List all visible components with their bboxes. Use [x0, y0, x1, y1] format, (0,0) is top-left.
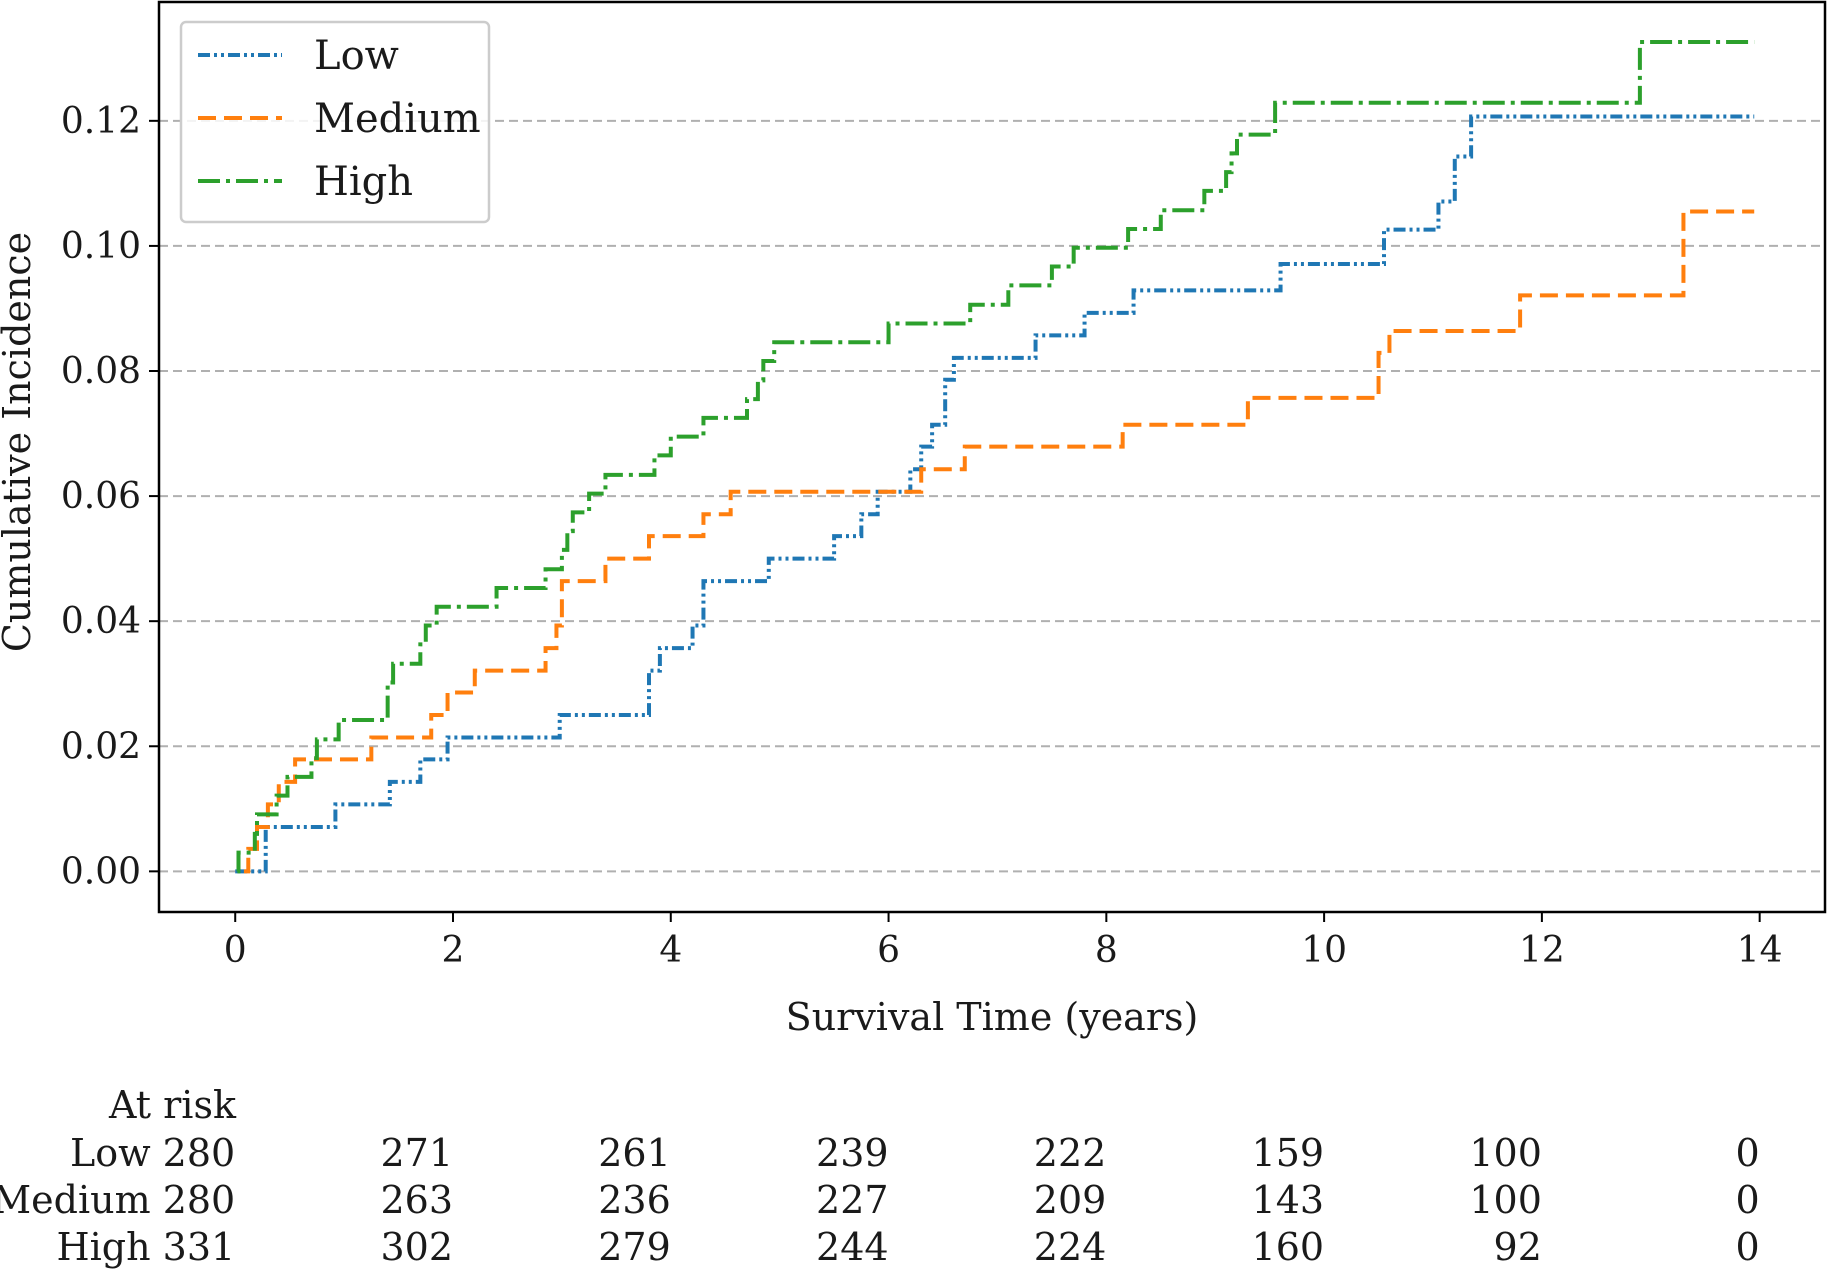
series-line-high	[236, 40, 1755, 874]
at-risk-cell: 159	[1252, 1131, 1325, 1175]
y-tick-label: 0.04	[61, 601, 141, 642]
series-line-low	[235, 114, 1755, 874]
x-axis-label: Survival Time (years)	[786, 995, 1199, 1039]
x-tick-label: 2	[442, 930, 465, 971]
at-risk-cell: Low 280	[70, 1131, 235, 1175]
x-tick-label: 14	[1737, 930, 1783, 971]
x-tick-label: 6	[877, 930, 900, 971]
at-risk-cell: 0	[1735, 1131, 1759, 1175]
at-risk-cell: 227	[816, 1178, 889, 1222]
y-axis: 0.00 0.02 0.04 0.06 0.08 0.10 0.12	[61, 101, 159, 892]
x-tick-label: 10	[1301, 930, 1347, 971]
legend: Low Medium High	[179, 20, 491, 224]
grid-lines	[159, 119, 1825, 873]
at-risk-cell: 209	[1034, 1178, 1107, 1222]
at-risk-cell: 261	[598, 1131, 671, 1175]
y-tick-label: 0.08	[61, 351, 141, 392]
x-tick-label: 4	[659, 930, 682, 971]
at-risk-cell: Medium 280	[0, 1178, 235, 1222]
legend-frame	[179, 20, 491, 224]
y-axis-label: Cumulative Incidence	[0, 232, 39, 652]
at-risk-cell: 271	[380, 1131, 453, 1175]
series-lines	[235, 40, 1755, 874]
y-tick-label: 0.12	[61, 101, 141, 142]
at-risk-cell: 239	[816, 1131, 889, 1175]
legend-label-low: Low	[314, 33, 399, 79]
at-risk-cell: 244	[816, 1225, 889, 1269]
legend-label-medium: Medium	[314, 96, 481, 142]
at-risk-cell: 100	[1469, 1178, 1542, 1222]
series-line-medium	[243, 209, 1755, 874]
at-risk-cell: 224	[1034, 1225, 1107, 1269]
y-tick-label: 0.10	[61, 226, 141, 267]
y-tick-label: 0.06	[61, 476, 141, 517]
at-risk-header: At risk	[108, 1083, 237, 1127]
at-risk-cell: 263	[380, 1178, 453, 1222]
at-risk-cell: 279	[598, 1225, 671, 1269]
y-tick-label: 0.00	[61, 851, 141, 892]
at-risk-cell: 0	[1735, 1225, 1759, 1269]
x-tick-label: 0	[224, 930, 247, 971]
at-risk-cell: 143	[1252, 1178, 1325, 1222]
x-axis: 0 2 4 6 8 10 12 14	[224, 912, 1783, 971]
at-risk-cell: High 331	[57, 1225, 236, 1269]
x-tick-label: 12	[1519, 930, 1565, 971]
at-risk-table: At risk Low 280 271 261 239 222 159 100 0 Medium…	[0, 1083, 1760, 1269]
legend-label-high: High	[314, 159, 413, 205]
plot-frame	[157, 0, 1827, 914]
x-tick-label: 8	[1095, 930, 1118, 971]
at-risk-cell: 236	[598, 1178, 671, 1222]
at-risk-cell: 100	[1469, 1131, 1542, 1175]
at-risk-cell: 92	[1494, 1225, 1542, 1269]
at-risk-cell: 302	[380, 1225, 453, 1269]
y-tick-label: 0.02	[61, 726, 141, 767]
at-risk-cell: 222	[1034, 1131, 1107, 1175]
at-risk-cell: 0	[1735, 1178, 1759, 1222]
at-risk-cell: 160	[1252, 1225, 1325, 1269]
